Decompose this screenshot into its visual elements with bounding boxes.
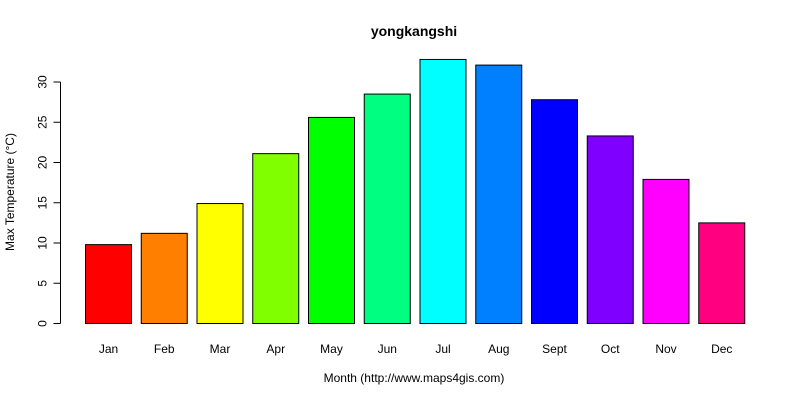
x-tick-label: Nov xyxy=(655,342,676,356)
y-tick-label: 10 xyxy=(36,236,50,250)
bar-jun xyxy=(363,93,411,324)
x-tick-label: Jun xyxy=(378,342,397,356)
y-tick-label: 20 xyxy=(36,156,50,170)
x-tick-label: Oct xyxy=(601,342,620,356)
bar-aug xyxy=(475,64,523,324)
x-tick-label: Jul xyxy=(435,342,450,356)
bar-oct xyxy=(586,135,634,324)
bar-nov xyxy=(642,178,690,324)
bar-jan xyxy=(85,244,132,324)
y-tick-label: 0 xyxy=(36,320,50,327)
x-tick-labels: Jan Feb Mar Apr May Jun Jul Aug Sept Oct Nov Dec xyxy=(99,342,733,356)
x-tick-label: Sept xyxy=(542,342,567,356)
x-tick-label: Dec xyxy=(711,342,732,356)
chart-title: yongkangshi xyxy=(371,23,457,39)
bar-sept xyxy=(531,99,578,324)
x-axis-label: Month (http://www.maps4gis.com) xyxy=(324,371,505,385)
y-tick-label: 5 xyxy=(36,280,50,287)
x-tick-label: Feb xyxy=(154,342,175,356)
y-tick-label: 25 xyxy=(36,115,50,129)
x-tick-label: Apr xyxy=(266,342,285,356)
bar-dec xyxy=(698,222,746,324)
x-tick-label: Jan xyxy=(99,342,118,356)
y-tick-label: 30 xyxy=(36,75,50,89)
bar-apr xyxy=(252,153,300,324)
x-tick-label: Aug xyxy=(488,342,509,356)
bar-may xyxy=(308,116,355,324)
bar-jul xyxy=(419,58,467,325)
x-tick-label: Mar xyxy=(210,342,231,356)
y-axis-label: Max Temperature (°C) xyxy=(3,133,17,251)
bar-feb xyxy=(140,232,188,324)
bars xyxy=(85,58,746,325)
bar-mar xyxy=(196,203,244,324)
y-axis: 0 5 10 15 20 25 30 xyxy=(36,75,61,327)
x-tick-label: May xyxy=(320,342,343,356)
y-tick-label: 15 xyxy=(36,196,50,210)
